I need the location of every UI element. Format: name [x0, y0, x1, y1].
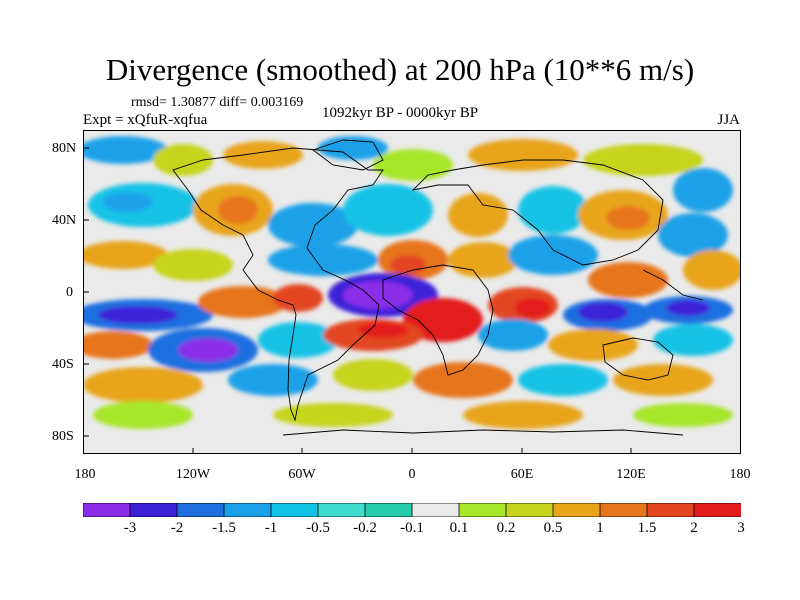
colorbar-label: -3 — [123, 520, 137, 536]
colorbar-swatch — [364, 503, 413, 517]
colorbar-label: 3 — [737, 520, 745, 536]
colorbar-swatch — [223, 503, 272, 517]
colorbar-label: 2 — [690, 520, 698, 536]
colorbar-swatch — [83, 503, 131, 517]
colorbar-swatch — [458, 503, 507, 517]
period-label: 1092kyr BP - 0000kyr BP — [322, 105, 479, 121]
colorbar-label: -1 — [264, 520, 278, 536]
colorbar-label: -2 — [170, 520, 184, 536]
colorbar-label: -0.2 — [353, 520, 377, 536]
colorbar-swatch — [693, 503, 741, 517]
divergence-map — [83, 130, 741, 454]
colorbar-label: 1.5 — [637, 520, 657, 536]
plot-title: Divergence (smoothed) at 200 hPa (10**6 … — [105, 52, 695, 87]
rmsd-diff-stats: rmsd= 1.30877 diff= 0.003169 — [131, 95, 304, 110]
season-label: JJA — [717, 112, 740, 128]
lat-label-80n: 80N — [52, 141, 77, 156]
colorbar-swatch — [646, 503, 695, 517]
colorbar-swatch — [505, 503, 554, 517]
colorbar-label: -1.5 — [212, 520, 236, 536]
lon-label-180w: 180 — [74, 467, 96, 482]
colorbar-label: -0.1 — [400, 520, 424, 536]
lat-label-40s: 40S — [52, 357, 74, 372]
axis-ticks — [83, 147, 632, 454]
colorbar-swatch — [317, 503, 366, 517]
lat-label-0: 0 — [66, 285, 73, 300]
colorbar-label: 0.5 — [543, 520, 563, 536]
lon-label-120e: 120E — [616, 467, 646, 482]
lat-label-40n: 40N — [52, 213, 77, 228]
colorbar-swatch — [176, 503, 225, 517]
lon-label-60e: 60E — [510, 467, 534, 482]
experiment-label: Expt = xQfuR-xqfua — [83, 112, 208, 128]
colorbar-swatch — [411, 503, 460, 517]
colorbar-swatch — [552, 503, 601, 517]
lon-label-0: 0 — [408, 467, 416, 482]
colorbar — [83, 503, 741, 517]
colorbar-label: 1 — [596, 520, 604, 536]
lat-label-80s: 80S — [52, 429, 74, 444]
lon-label-180e: 180 — [729, 467, 751, 482]
colorbar-label: 0.1 — [449, 520, 469, 536]
colorbar-swatch — [129, 503, 178, 517]
colorbar-label: 0.2 — [496, 520, 516, 536]
colorbar-swatch — [270, 503, 319, 517]
colorbar-label: -0.5 — [306, 520, 330, 536]
lon-label-120w: 120W — [175, 467, 211, 482]
lon-label-60w: 60W — [288, 467, 316, 482]
coastlines — [172, 139, 704, 436]
colorbar-swatch — [599, 503, 648, 517]
